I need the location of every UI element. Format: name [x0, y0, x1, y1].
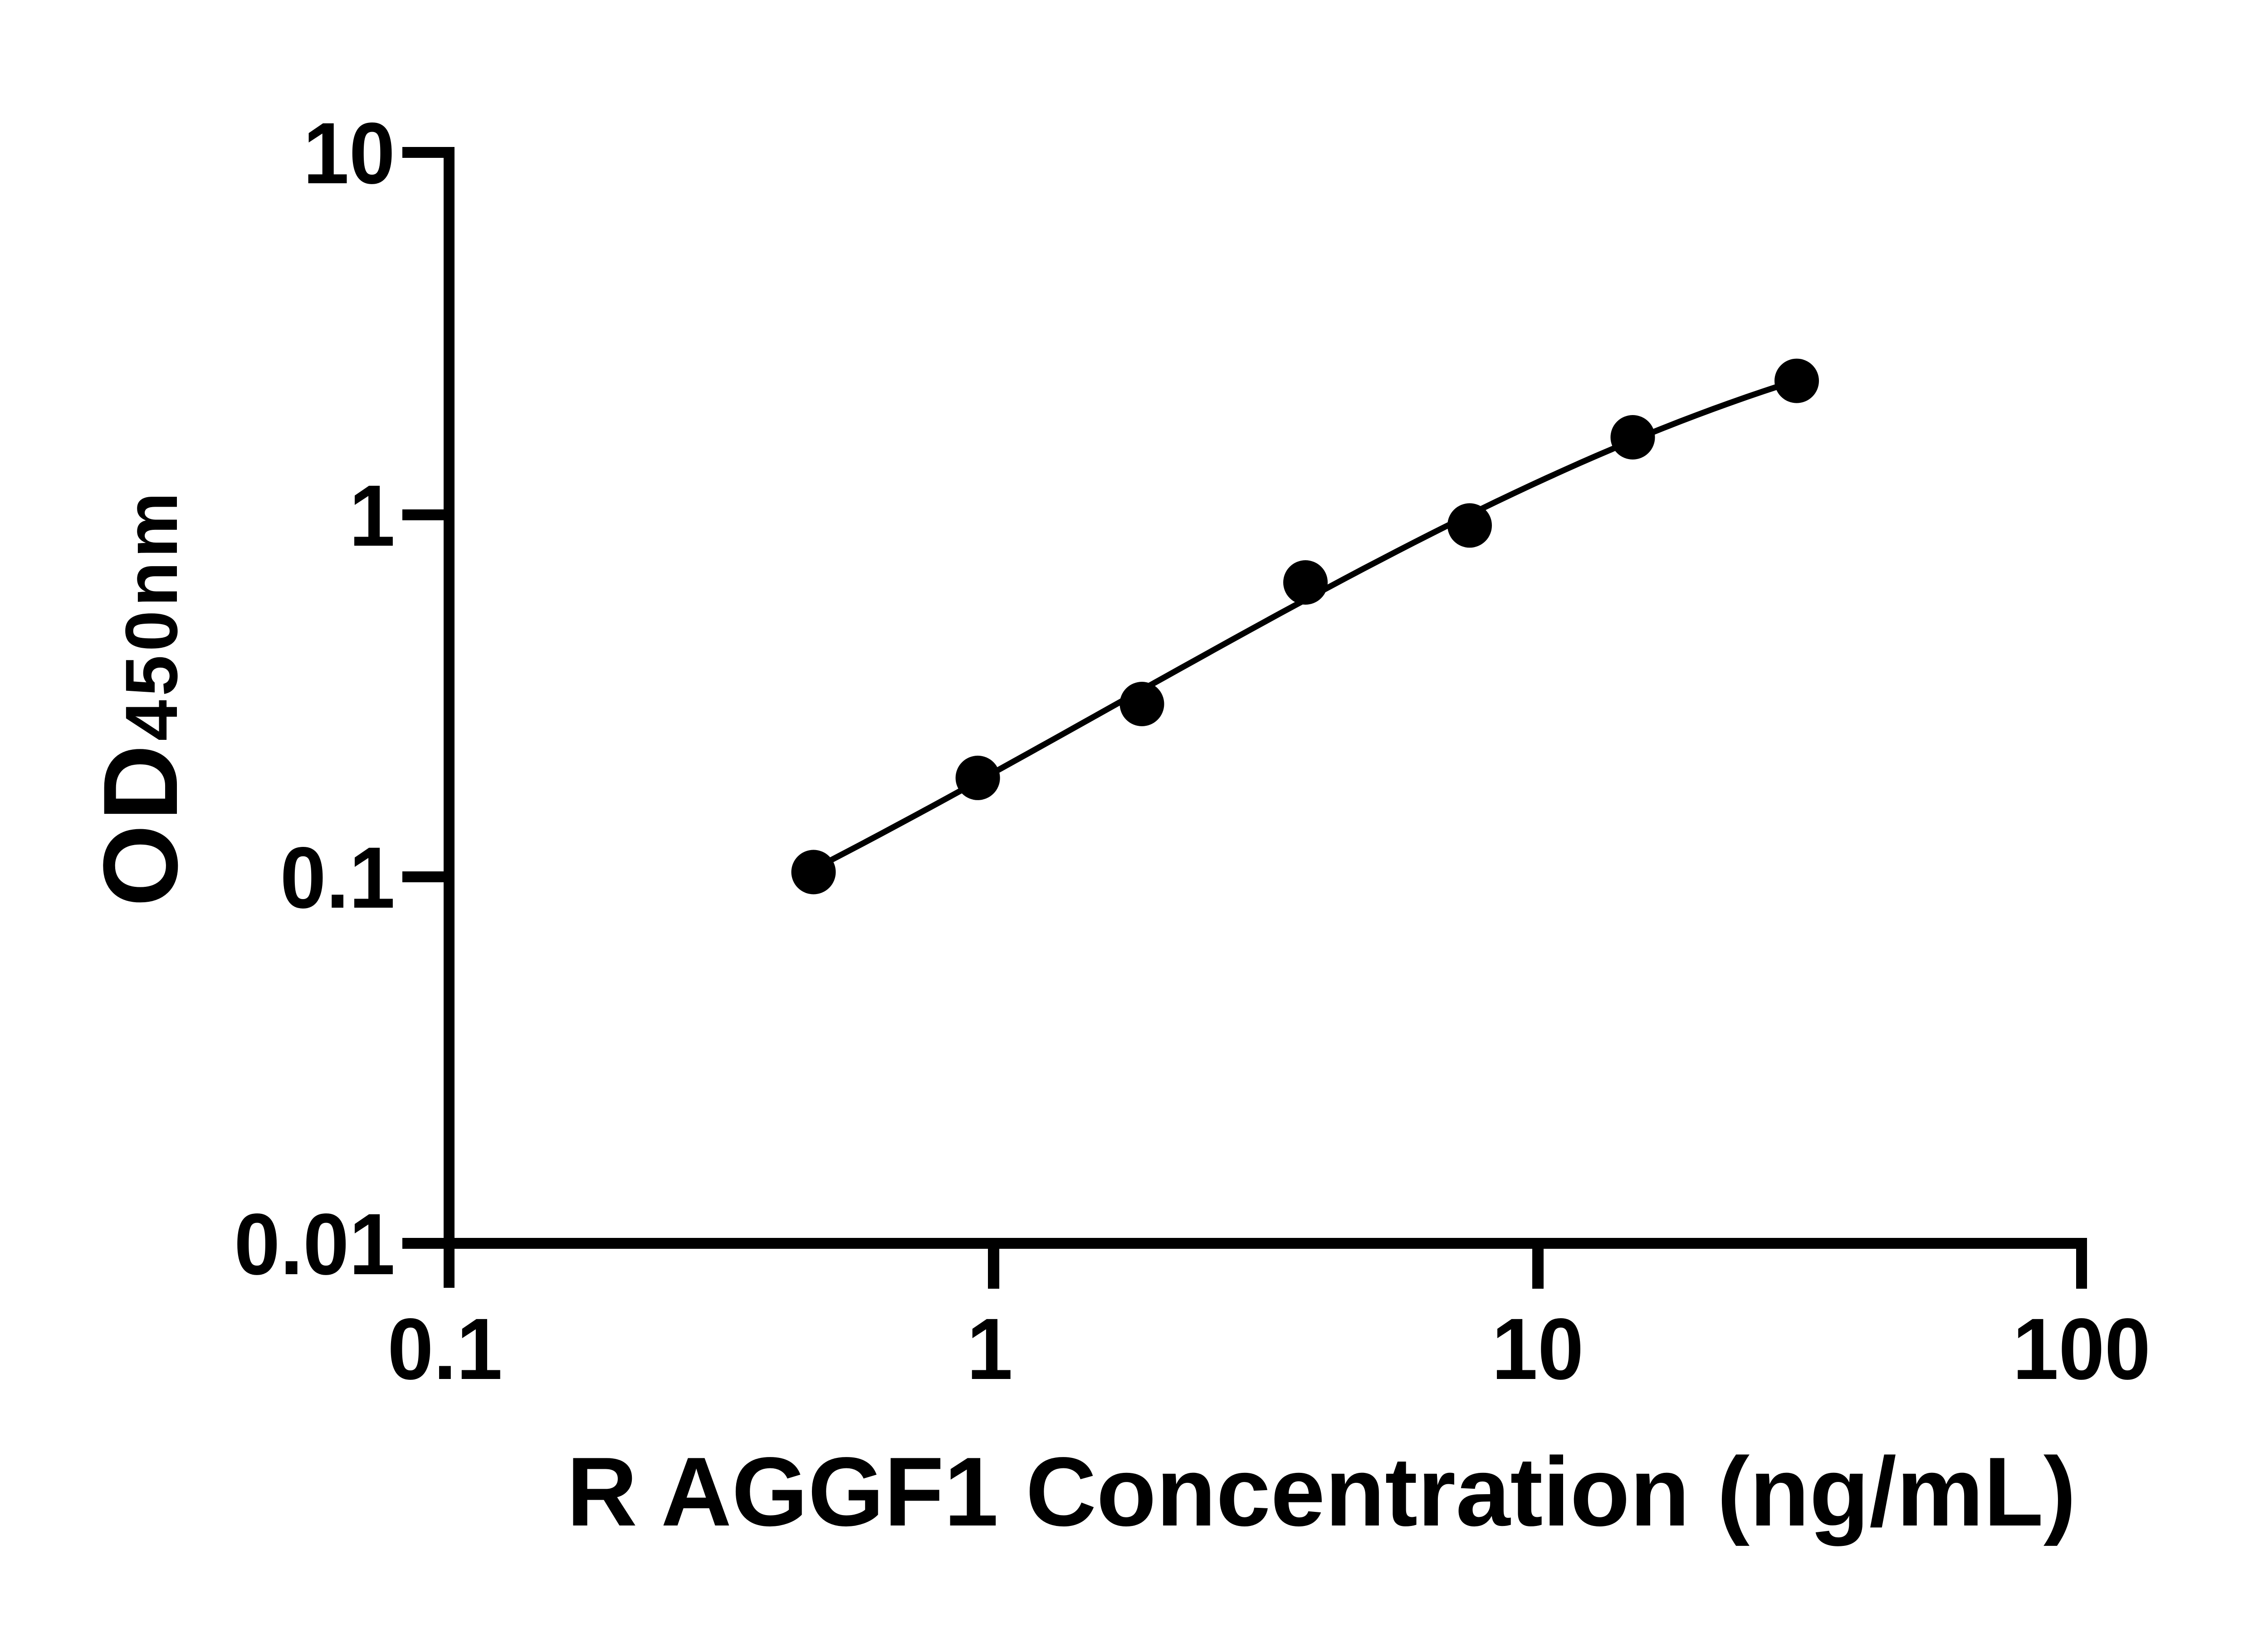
- svg-text:R AGGF1 Concentration (ng/mL): R AGGF1 Concentration (ng/mL): [567, 1437, 2076, 1546]
- svg-text:OD450nm: OD450nm: [82, 489, 200, 907]
- svg-text:1: 1: [349, 467, 395, 564]
- svg-text:1: 1: [967, 1300, 1012, 1398]
- svg-text:10: 10: [1492, 1300, 1584, 1398]
- svg-text:0.01: 0.01: [234, 1195, 395, 1293]
- svg-text:100: 100: [2013, 1300, 2151, 1398]
- svg-text:10: 10: [303, 104, 395, 202]
- svg-text:0.1: 0.1: [280, 829, 395, 926]
- svg-text:0.1: 0.1: [387, 1300, 503, 1398]
